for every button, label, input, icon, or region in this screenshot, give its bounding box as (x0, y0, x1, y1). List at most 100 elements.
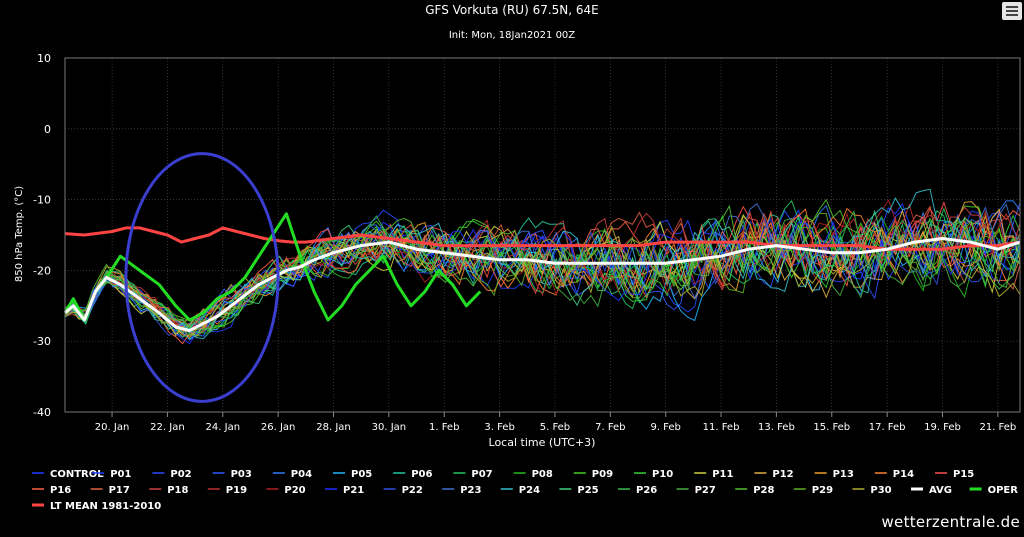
legend-item-p05: P05 (333, 469, 372, 480)
legend-item-p20: P20 (266, 485, 306, 496)
series-line-avg (64, 237, 1021, 333)
y-tick-label: -10 (33, 194, 51, 207)
legend-item-p30: P30 (852, 485, 892, 496)
ensemble-line-p24 (64, 188, 1021, 340)
y-tick-label: 0 (44, 123, 51, 136)
y-axis-label: 850 hPa Temp. (°C) (14, 186, 25, 282)
x-tick-label: 9. Feb (650, 422, 680, 433)
legend-label: AVG (929, 485, 952, 496)
legend-label: P12 (772, 469, 793, 480)
x-tick-label: 7. Feb (595, 422, 625, 433)
legend-label: P06 (411, 469, 432, 480)
legend-item-control: CONTROL (32, 469, 104, 480)
annotation-ellipse (124, 152, 280, 403)
plot-frame (64, 57, 1021, 413)
axes: 10 0 -10 -20 -30 -40 20. Jan 22. Jan 24. Jan 26. … (33, 52, 1021, 433)
ensemble-line-p30 (64, 215, 1021, 339)
hamburger-menu-icon[interactable] (1002, 2, 1022, 20)
legend-label: P07 (471, 469, 492, 480)
legend-label: P17 (109, 485, 130, 496)
x-tick-label: 30. Jan (372, 422, 407, 433)
legend-label: P24 (519, 485, 540, 496)
legend-item-p23: P23 (442, 485, 481, 496)
y-tick-label: -20 (33, 264, 51, 277)
legend-item-p08: P08 (513, 469, 553, 480)
chart-subtitle: Init: Mon, 18Jan2021 00Z (449, 30, 575, 41)
legend-label: P11 (712, 469, 733, 480)
legend-item-p11: P11 (694, 469, 733, 480)
annotations (124, 152, 280, 403)
x-tick-label: 21. Feb (979, 422, 1016, 433)
legend-label: P21 (343, 485, 364, 496)
legend-item-p21: P21 (325, 485, 364, 496)
legend-label: P04 (291, 469, 312, 480)
legend-item-p18: P18 (149, 485, 188, 496)
legend-item-p06: P06 (393, 469, 432, 480)
legend-item-oper: OPER (969, 485, 1019, 496)
legend-item-p09: P09 (573, 469, 613, 480)
legend-label: P25 (577, 485, 598, 496)
legend-label: P03 (231, 469, 252, 480)
legend-label: P10 (652, 469, 673, 480)
legend-label: P08 (532, 469, 553, 480)
chart-title: GFS Vorkuta (RU) 67.5N, 64E (425, 3, 599, 17)
legend-label: P16 (50, 485, 71, 496)
legend-item-p07: P07 (453, 469, 493, 480)
legend-item-p14: P14 (874, 469, 914, 480)
legend-label: P19 (226, 485, 247, 496)
legend-item-p13: P13 (814, 469, 854, 480)
legend-item-p29: P29 (793, 485, 833, 496)
x-tick-label: 22. Jan (150, 422, 185, 433)
legend-item-p26: P26 (618, 485, 657, 496)
legend-label: P14 (893, 469, 914, 480)
x-tick-label: 11. Feb (703, 422, 740, 433)
legend-item-p24: P24 (500, 485, 540, 496)
y-tick-label: -40 (33, 406, 51, 419)
legend-label: P05 (351, 469, 372, 480)
legend-item-lt-mean-1981-2010: LT MEAN 1981-2010 (32, 501, 161, 512)
legend-item-p02: P02 (152, 469, 192, 480)
legend-label: P26 (636, 485, 657, 496)
legend-item-p27: P27 (676, 485, 716, 496)
ensemble-line-p01 (64, 209, 1021, 341)
legend-item-p17: P17 (90, 485, 130, 496)
legend: CONTROL P01 P02 P03 P04 P05 P06 P07 P08 P09 P10 P11… (32, 469, 1018, 512)
x-tick-label: 17. Feb (869, 422, 906, 433)
legend-item-p10: P10 (634, 469, 673, 480)
y-tick-label: -30 (33, 335, 51, 348)
legend-label: P27 (695, 485, 716, 496)
legend-label: P09 (592, 469, 613, 480)
x-tick-label: 3. Feb (484, 422, 514, 433)
legend-item-p03: P03 (212, 469, 252, 480)
x-tick-label: 28. Jan (316, 422, 351, 433)
legend-label: CONTROL (50, 469, 104, 480)
legend-label: P15 (953, 469, 974, 480)
legend-item-p04: P04 (272, 469, 312, 480)
x-tick-label: 13. Feb (758, 422, 795, 433)
legend-label: OPER (988, 485, 1019, 496)
x-tick-label: 15. Feb (813, 422, 850, 433)
legend-item-p25: P25 (559, 485, 599, 496)
legend-label: LT MEAN 1981-2010 (50, 501, 161, 512)
legend-label: P02 (170, 469, 191, 480)
legend-label: P22 (402, 485, 423, 496)
legend-item-p01: P01 (92, 469, 131, 480)
y-tick-label: 10 (37, 52, 51, 65)
x-tick-label: 5. Feb (540, 422, 570, 433)
legend-label: P18 (167, 485, 188, 496)
legend-item-p15: P15 (935, 469, 974, 480)
series-line-lt-mean-1981-2010 (64, 226, 1021, 251)
legend-label: P01 (110, 469, 131, 480)
legend-item-p12: P12 (754, 469, 794, 480)
x-tick-label: 19. Feb (924, 422, 961, 433)
legend-item-p16: P16 (32, 485, 71, 496)
watermark: wetterzentrale.de (881, 513, 1020, 531)
legend-label: P28 (753, 485, 774, 496)
legend-item-p19: P19 (207, 485, 247, 496)
legend-item-avg: AVG (911, 485, 952, 496)
legend-label: P13 (833, 469, 854, 480)
legend-label: P23 (460, 485, 481, 496)
x-tick-label: 1. Feb (429, 422, 459, 433)
x-axis-label: Local time (UTC+3) (489, 436, 596, 449)
